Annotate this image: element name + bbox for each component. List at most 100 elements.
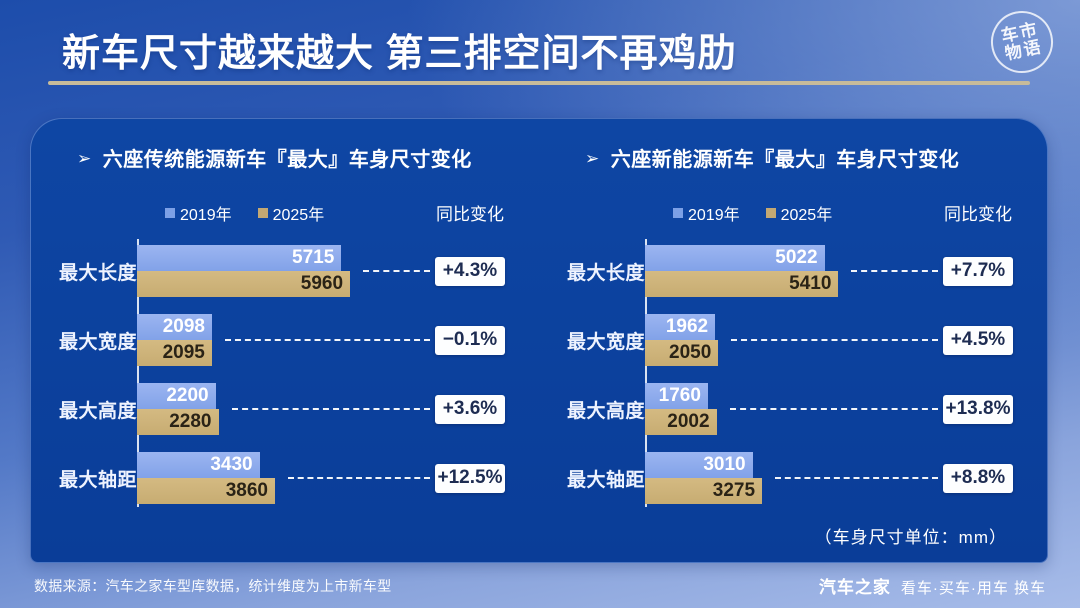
category-label: 最大宽度: [567, 331, 646, 353]
bar-2025: 5410: [645, 271, 839, 297]
bar-2025: 3860: [137, 478, 275, 504]
chart-row: 最大宽度 1962 2050 +4.5%: [567, 314, 1013, 366]
bar-2019: 3010: [645, 452, 753, 478]
legend-swatch-2019: [673, 207, 683, 218]
bar-group: 3010 3275: [645, 452, 938, 504]
bar-2025: 5960: [137, 271, 351, 297]
axis-line: [645, 239, 647, 507]
bar-2019: 2200: [137, 383, 216, 409]
yoy-badge: +8.8%: [943, 463, 1013, 493]
bar-value: 2098: [162, 316, 205, 337]
bar-group: 2200 2280: [137, 383, 430, 435]
arrow-icon: ➢: [77, 149, 92, 168]
dash-connector: [363, 270, 430, 272]
yoy-badge: +13.8%: [943, 394, 1013, 424]
bar-value: 3860: [225, 480, 268, 501]
bar-2019: 3430: [137, 452, 260, 478]
chart-title-text: 六座传统能源新车『最大』车身尺寸变化: [102, 149, 472, 171]
bar-2025: 2050: [645, 340, 719, 366]
chart-rows: 最大长度 5715 5960 +4.3% 最大宽度 2098 2095 −0.1% 最大高度 22…: [59, 239, 505, 507]
bar-2019: 2098: [137, 314, 212, 340]
axis-line: [137, 239, 139, 507]
chart-row: 最大高度 1760 2002 +13.8%: [567, 383, 1013, 435]
page-title: 新车尺寸越来越大 第三排空间不再鸡肋: [62, 33, 737, 75]
data-source-note: 数据来源：汽车之家车型库数据，统计维度为上市新车型: [34, 577, 392, 594]
bar-group: 1760 2002: [645, 383, 938, 435]
bar-2019: 1760: [645, 383, 708, 409]
dash-connector: [851, 270, 938, 272]
dash-connector: [231, 408, 430, 410]
yoy-badge: +4.3%: [435, 256, 505, 286]
footer-brand: 汽车之家 看车·买车·用车 换车: [819, 573, 1046, 598]
yoy-badge: +12.5%: [435, 463, 505, 493]
bar-value: 3275: [712, 480, 756, 501]
brand-stamp-logo: 车市 物语: [985, 5, 1059, 79]
category-label: 最大高度: [59, 400, 138, 422]
bar-value: 5715: [292, 247, 335, 268]
unit-note: （车身尺寸单位：mm）: [814, 528, 1007, 547]
chart-title: ➢ 六座传统能源新车『最大』车身尺寸变化: [59, 143, 505, 172]
yoy-badge: +3.6%: [435, 394, 505, 424]
bar-value: 1760: [658, 385, 701, 406]
legend-label: 2019年: [180, 206, 232, 224]
dash-connector: [731, 339, 938, 341]
legend-swatch-2025: [257, 207, 268, 218]
category-label: 最大轴距: [567, 469, 646, 491]
legend-item-2019年: 2019年: [165, 201, 232, 225]
legend-label: 2025年: [272, 206, 325, 224]
bar-value: 1962: [665, 316, 709, 337]
bar-2025: 2002: [645, 409, 717, 435]
category-label: 最大高度: [567, 400, 646, 422]
chart-title: ➢ 六座新能源新车『最大』车身尺寸变化: [567, 143, 1013, 172]
category-label: 最大长度: [567, 262, 646, 284]
chart-subheader: 2019年 2025年 同比变化: [59, 200, 505, 225]
chart-row: 最大高度 2200 2280 +3.6%: [59, 383, 505, 435]
brand-stamp-text: 车市 物语: [999, 19, 1045, 64]
legend: 2019年 2025年: [137, 201, 435, 225]
arrow-icon: ➢: [585, 149, 600, 168]
bar-2025: 2280: [137, 409, 219, 435]
chart-rows: 最大长度 5022 5410 +7.7% 最大宽度 1962 2050 +4.5% 最大高度 17…: [567, 239, 1013, 507]
bar-2025: 3275: [645, 478, 763, 504]
bar-value: 2050: [669, 342, 712, 363]
chart-panel-nev: ➢ 六座新能源新车『最大』车身尺寸变化 2019年 2025年 同比变化 最大长度…: [539, 119, 1047, 562]
yoy-header: 同比变化: [944, 205, 1012, 224]
bar-value: 2002: [667, 411, 710, 432]
bar-group: 5022 5410: [645, 245, 938, 297]
brand-links: 看车·买车·用车 换车: [900, 580, 1046, 597]
legend-swatch-2019: [165, 207, 175, 218]
legend-item-2025年: 2025年: [765, 201, 833, 225]
dash-connector: [225, 339, 430, 341]
chart-row: 最大长度 5715 5960 +4.3%: [59, 245, 505, 297]
dash-connector: [775, 477, 938, 479]
chart-panel-traditional: ➢ 六座传统能源新车『最大』车身尺寸变化 2019年 2025年 同比变化 最大长…: [31, 119, 539, 562]
bar-value: 2200: [166, 385, 209, 406]
bar-value: 2095: [162, 342, 205, 363]
chart-row: 最大轴距 3430 3860 +12.5%: [59, 452, 505, 504]
footer: 数据来源：汽车之家车型库数据，统计维度为上市新车型 汽车之家 看车·买车·用车 …: [0, 563, 1080, 608]
bar-group: 5715 5960: [137, 245, 430, 297]
legend-swatch-2025: [765, 207, 776, 218]
bar-value: 2280: [169, 411, 212, 432]
bar-value: 3010: [703, 454, 746, 475]
category-label: 最大宽度: [59, 331, 138, 353]
legend-label: 2019年: [688, 206, 740, 224]
bar-value: 3430: [210, 454, 253, 475]
bar-group: 2098 2095: [137, 314, 430, 366]
chart-row: 最大长度 5022 5410 +7.7%: [567, 245, 1013, 297]
bar-value: 5410: [789, 273, 832, 294]
chart-subheader: 2019年 2025年 同比变化: [567, 200, 1013, 225]
bar-value: 5022: [775, 247, 818, 268]
bar-group: 1962 2050: [645, 314, 938, 366]
legend-item-2025年: 2025年: [257, 201, 325, 225]
category-label: 最大长度: [59, 262, 138, 284]
dash-connector: [287, 477, 430, 479]
legend-label: 2025年: [780, 206, 833, 224]
bar-group: 3430 3860: [137, 452, 430, 504]
bar-2019: 1962: [645, 314, 716, 340]
bar-2025: 2095: [137, 340, 212, 366]
yoy-badge: +7.7%: [943, 256, 1013, 286]
yoy-badge: −0.1%: [435, 325, 505, 355]
legend-item-2019年: 2019年: [673, 201, 740, 225]
dash-connector: [729, 408, 938, 410]
